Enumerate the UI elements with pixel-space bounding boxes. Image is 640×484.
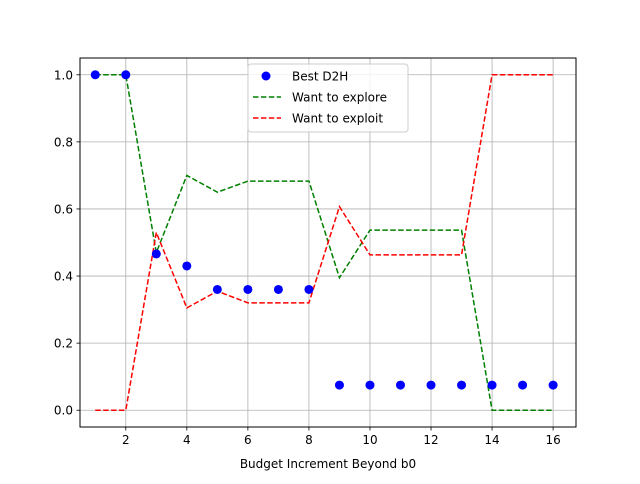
series-point-best-d2h (90, 70, 100, 80)
series-point-best-d2h (365, 380, 375, 390)
legend-label-want-to-exploit: Want to exploit (292, 112, 383, 126)
x-tick-label: 10 (362, 433, 377, 447)
y-tick-label: 1.0 (54, 68, 73, 82)
series-point-best-d2h (334, 380, 344, 390)
y-tick-label: 0.4 (54, 270, 73, 284)
x-tick-label: 14 (484, 433, 499, 447)
series-line-want-to-explore (95, 74, 554, 411)
series-point-best-d2h (151, 249, 161, 259)
y-tick-label: 0.8 (54, 135, 73, 149)
legend-marker-best-d2h (261, 71, 271, 81)
legend-box (247, 63, 409, 133)
legend-label-want-to-explore: Want to explore (292, 91, 387, 105)
series-point-best-d2h (273, 284, 283, 294)
x-tick-label: 4 (183, 433, 191, 447)
series-point-best-d2h (243, 284, 253, 294)
series-point-best-d2h (487, 380, 497, 390)
series-point-best-d2h (212, 284, 222, 294)
x-tick-label: 8 (305, 433, 313, 447)
series-point-best-d2h (426, 380, 436, 390)
y-tick-label: 0.2 (54, 337, 73, 351)
x-tick-label: 12 (423, 433, 438, 447)
y-tick-label: 0.6 (54, 202, 73, 216)
axes: 2 4 6 8 10 12 14 16 0.0 0.2 0.4 0.6 0.8 1.0 (54, 68, 561, 447)
series-point-best-d2h (121, 70, 131, 80)
legend: Best D2H Want to explore Want to exploit (247, 63, 409, 133)
plot-series (90, 70, 558, 411)
series-point-best-d2h (182, 261, 192, 271)
plot-frame (79, 57, 577, 428)
series-point-best-d2h (548, 380, 558, 390)
y-tick-label: 0.0 (54, 404, 73, 418)
series-point-best-d2h (518, 380, 528, 390)
x-axis-label: Budget Increment Beyond b0 (240, 457, 416, 471)
x-tick-label: 2 (122, 433, 130, 447)
series-point-best-d2h (395, 380, 405, 390)
x-tick-label: 16 (545, 433, 560, 447)
legend-label-best-d2h: Best D2H (292, 70, 348, 84)
series-point-best-d2h (304, 284, 314, 294)
series-point-best-d2h (457, 380, 467, 390)
series-line-want-to-exploit (95, 74, 554, 411)
x-tick-label: 6 (244, 433, 252, 447)
